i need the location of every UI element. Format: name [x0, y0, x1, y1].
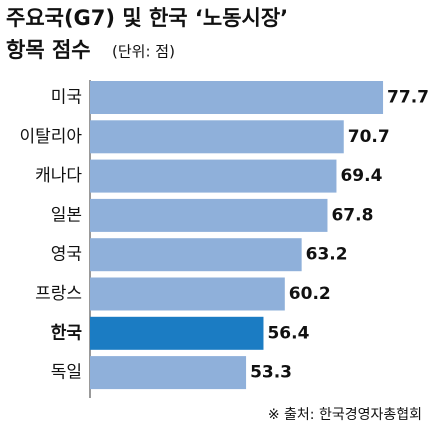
- bar: [90, 238, 302, 272]
- category-label: 미국: [51, 88, 82, 108]
- chart-subtitle: (단위: 점): [112, 43, 175, 61]
- value-label: 56.4: [267, 323, 309, 343]
- category-label: 독일: [51, 363, 82, 383]
- category-label: 캐나다: [35, 166, 82, 186]
- category-label: 한국: [51, 323, 83, 343]
- bar: [90, 120, 344, 154]
- source: ※ 출처: 한국경영자총협회: [268, 407, 422, 423]
- bar: [90, 316, 264, 350]
- category-label: 영국: [51, 245, 82, 265]
- value-label: 53.3: [250, 363, 292, 383]
- value-label: 63.2: [306, 245, 348, 265]
- chart-title: 주요국(G7) 및 한국 ‘노동시장’: [6, 6, 288, 30]
- value-label: 77.7: [387, 88, 429, 108]
- bar: [90, 356, 247, 390]
- value-label: 70.7: [348, 127, 390, 147]
- value-label: 69.4: [340, 166, 382, 186]
- bar: [90, 198, 328, 232]
- category-label: 일본: [51, 205, 82, 225]
- category-label: 프랑스: [35, 284, 82, 304]
- bar: [90, 81, 384, 114]
- category-label: 이탈리아: [19, 127, 82, 147]
- value-label: 60.2: [289, 284, 331, 304]
- value-label: 67.8: [331, 205, 373, 225]
- chart-title: 항목 점수: [6, 38, 91, 62]
- bar: [90, 159, 337, 193]
- bar: [90, 277, 285, 311]
